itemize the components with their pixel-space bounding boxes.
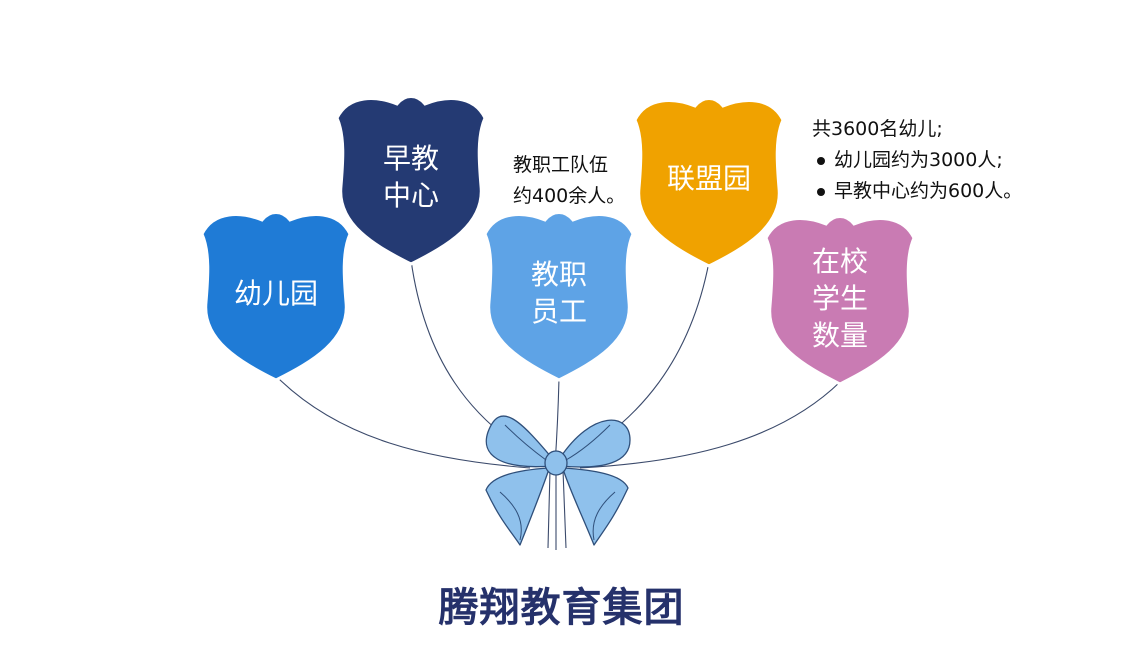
string-students bbox=[579, 381, 841, 469]
ribbon-bow-icon bbox=[485, 415, 631, 546]
balloon-label-students: 在校 学生 数量 bbox=[811, 245, 868, 352]
students-note: 共3600名幼儿; 幼儿园约为3000人; 早教中心约为600人。 bbox=[812, 114, 1022, 207]
string-kindergarten bbox=[275, 375, 531, 469]
students-note-bullet: 幼儿园约为3000人; bbox=[812, 145, 1022, 176]
page-title: 腾翔教育集团 bbox=[438, 585, 685, 631]
balloon-label-kindergarten: 幼儿园 bbox=[233, 277, 318, 310]
students-note-heading: 共3600名幼儿; bbox=[812, 118, 943, 140]
students-note-list: 幼儿园约为3000人; 早教中心约为600人。 bbox=[812, 145, 1022, 207]
balloon-label-staff: 教职 员工 bbox=[530, 258, 587, 328]
balloon-label-early-edu: 早教 中心 bbox=[382, 142, 439, 212]
balloon-label-alliance: 联盟园 bbox=[666, 162, 751, 195]
students-note-bullet: 早教中心约为600人。 bbox=[812, 176, 1022, 207]
staff-note-line1: 教职工队伍 bbox=[513, 154, 609, 176]
string-tail bbox=[547, 469, 567, 550]
staff-note: 教职工队伍 约400余人。 bbox=[513, 150, 625, 212]
staff-note-line2: 约400余人。 bbox=[513, 185, 626, 207]
